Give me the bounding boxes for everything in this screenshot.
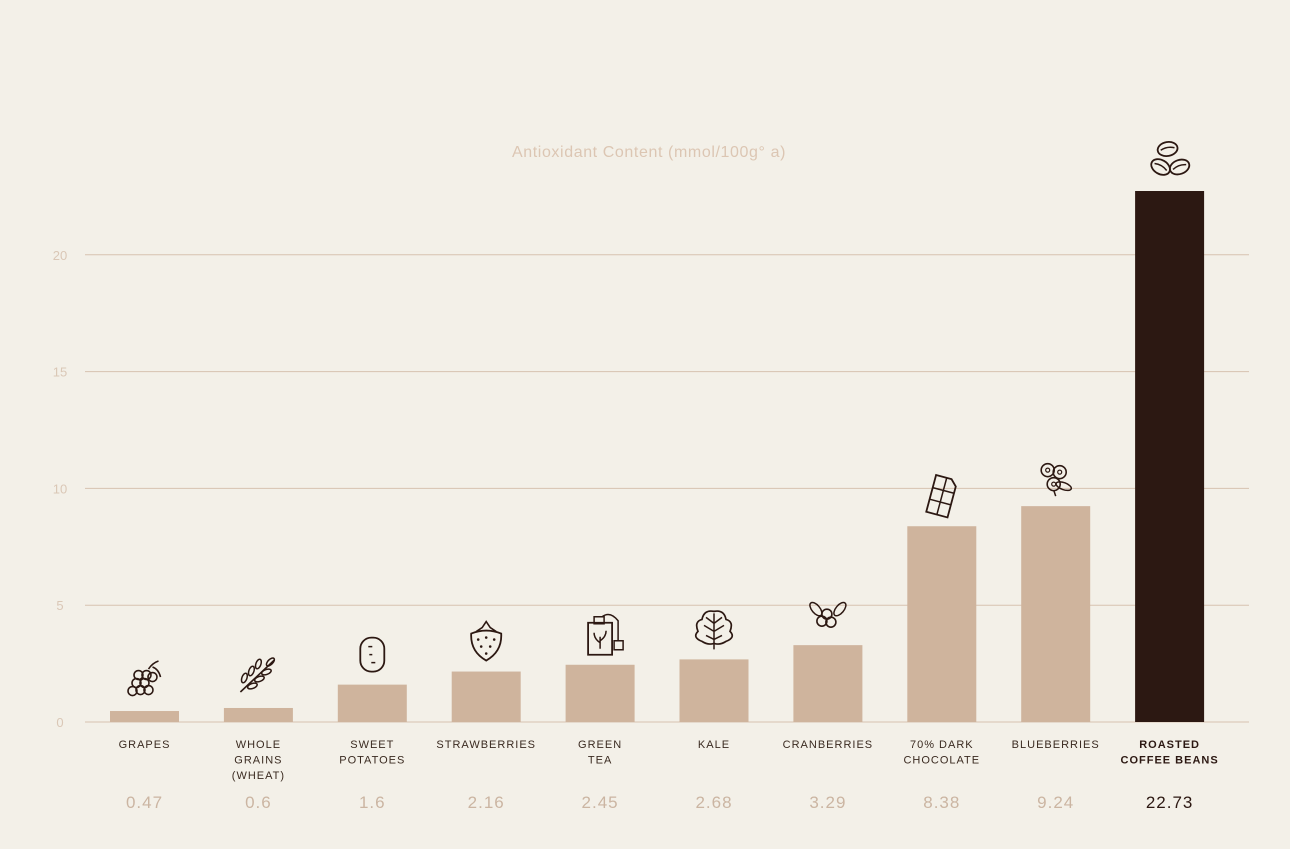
- bar-green-tea: [565, 664, 635, 722]
- bar-sweet-potatoes: [337, 684, 407, 722]
- bar-strawberries: [451, 671, 521, 722]
- category-label: CRANBERRIES: [783, 739, 873, 751]
- grapes-icon: [127, 660, 162, 697]
- value-label: 22.73: [1146, 793, 1194, 812]
- value-label: 8.38: [923, 793, 960, 812]
- cranberries-icon: [809, 601, 847, 628]
- category-label: GREEN TEA: [578, 739, 622, 767]
- blueberries-icon: [1040, 462, 1073, 497]
- y-tick-label: 5: [56, 598, 63, 613]
- tea-bag-icon: [587, 613, 624, 656]
- value-label: 2.68: [695, 793, 732, 812]
- coffee-beans-icon: [1150, 140, 1191, 176]
- y-tick-label: 0: [56, 715, 63, 730]
- y-tick-label: 15: [53, 365, 67, 380]
- category-label: WHOLE GRAINS (WHEAT): [232, 739, 285, 782]
- y-axis: 0 5 10 15 20: [53, 248, 67, 730]
- value-label: 9.24: [1037, 793, 1074, 812]
- category-label: ROASTED COFFEE BEANS: [1121, 739, 1219, 767]
- strawberry-icon: [470, 620, 503, 662]
- category-label: KALE: [698, 739, 730, 751]
- category-label: 70% DARK CHOCOLATE: [903, 739, 980, 767]
- category-label: BLUEBERRIES: [1012, 739, 1100, 751]
- value-label: 3.29: [809, 793, 846, 812]
- category-label: SWEET POTATOES: [339, 739, 405, 767]
- bars: [110, 191, 1205, 722]
- bar-70-dark-chocolate: [907, 526, 977, 722]
- chart-title: Antioxidant Content (mmol/100g° a): [512, 144, 786, 161]
- value-label: 2.45: [582, 793, 619, 812]
- bar-grapes: [110, 711, 179, 722]
- potato-icon: [359, 636, 386, 673]
- chocolate-bar-icon: [925, 473, 957, 519]
- value-label: 1.6: [359, 793, 386, 812]
- icons: [127, 140, 1191, 697]
- y-tick-label: 20: [53, 248, 67, 263]
- bar-whole-grains-wheat-: [223, 707, 293, 722]
- category-label: STRAWBERRIES: [436, 739, 536, 751]
- kale-icon: [694, 610, 734, 650]
- value-label: 2.16: [468, 793, 505, 812]
- value-label: 0.47: [126, 793, 163, 812]
- bar-kale: [679, 659, 749, 722]
- category-labels: GRAPES WHOLE GRAINS (WHEAT) SWEET POTATOES STR…: [119, 739, 1219, 782]
- wheat-icon: [239, 657, 276, 693]
- bar-blueberries: [1021, 506, 1091, 722]
- value-label: 0.6: [245, 793, 272, 812]
- bar-roasted-coffee-beans: [1135, 191, 1205, 722]
- value-labels: 0.47 0.6 1.6 2.16 2.45 2.68 3.29 8.38 9.24 22.73: [126, 793, 1194, 812]
- y-tick-label: 10: [53, 481, 67, 496]
- bar-cranberries: [793, 645, 863, 722]
- category-label: GRAPES: [119, 739, 171, 751]
